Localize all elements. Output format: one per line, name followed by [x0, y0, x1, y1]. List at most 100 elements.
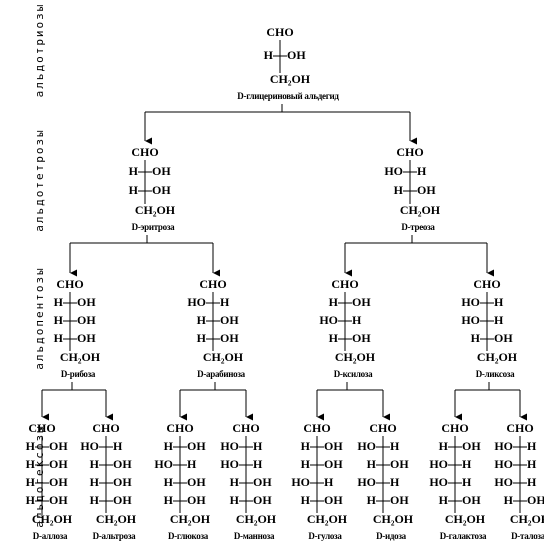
substituent-right: OH — [494, 331, 513, 345]
connector — [455, 382, 520, 391]
substituent-left: HO — [220, 439, 239, 453]
connector — [70, 235, 213, 244]
substituent-right: H — [494, 313, 504, 327]
substituent-left: H — [26, 439, 36, 453]
substituent-right: H — [462, 475, 472, 489]
level-label: альдогексозы — [33, 424, 46, 527]
substituent-right: H — [390, 439, 400, 453]
level-label: альдотетрозы — [33, 128, 46, 231]
substituent-left: H — [197, 331, 207, 345]
formula-bottom: CH₂OH — [373, 512, 414, 526]
substituent-left: H — [367, 457, 377, 471]
formula-top: CHO — [199, 277, 226, 291]
substituent-right: H — [253, 457, 263, 471]
connector — [180, 382, 246, 391]
formula-bottom: CH₂OH — [307, 512, 348, 526]
formula-top: CHO — [92, 421, 119, 435]
substituent-left: HO — [461, 313, 480, 327]
substituent-left: HO — [319, 313, 338, 327]
substituent-left: H — [367, 493, 377, 507]
substituent-left: H — [54, 331, 64, 345]
formula-top: CHO — [331, 277, 358, 291]
substituent-right: OH — [187, 439, 206, 453]
formula-bottom: CH₂OH — [203, 350, 244, 364]
substituent-left: H — [301, 493, 311, 507]
substituent-right: H — [494, 295, 504, 309]
substituent-right: H — [187, 457, 197, 471]
substituent-left: H — [54, 313, 64, 327]
formula-bottom: CH₂OH — [32, 512, 73, 526]
formula-bottom: CH₂OH — [96, 512, 137, 526]
substituent-right: OH — [324, 439, 343, 453]
substituent-right: H — [462, 457, 472, 471]
substituent-right: OH — [187, 493, 206, 507]
formula-bottom: CH₂OH — [60, 350, 101, 364]
substituent-left: HO — [357, 439, 376, 453]
formula-top: CHO — [369, 421, 396, 435]
formula-bottom: CH₂OH — [270, 72, 311, 86]
substituent-left: H — [164, 475, 174, 489]
substituent-right: OH — [253, 493, 272, 507]
substituent-right: OH — [113, 475, 132, 489]
substituent-right: OH — [49, 439, 68, 453]
formula-bottom: CH₂OH — [477, 350, 518, 364]
formula-top: CHO — [266, 25, 293, 39]
sugar-name: D-галактоза — [440, 531, 487, 541]
substituent-left: H — [230, 493, 240, 507]
sugar-name: D-ликсоза — [476, 369, 515, 379]
formula-bottom: CH₂OH — [236, 512, 277, 526]
sugar-name: D-ксилоза — [334, 369, 373, 379]
substituent-left: H — [90, 475, 100, 489]
substituent-right: H — [527, 439, 537, 453]
substituent-right: OH — [417, 183, 436, 197]
sugar-name: D-гулоза — [308, 531, 342, 541]
substituent-left: HO — [384, 164, 403, 178]
substituent-right: OH — [77, 313, 96, 327]
substituent-left: HO — [154, 457, 173, 471]
substituent-right: H — [417, 164, 427, 178]
substituent-left: HO — [494, 475, 513, 489]
substituent-right: OH — [152, 183, 171, 197]
substituent-left: H — [504, 493, 514, 507]
substituent-left: HO — [220, 457, 239, 471]
sugar-name: D-эритроза — [132, 222, 176, 232]
formula-bottom: CH₂OH — [400, 203, 441, 217]
substituent-left: H — [129, 183, 139, 197]
substituent-left: H — [54, 295, 64, 309]
substituent-right: OH — [49, 475, 68, 489]
substituent-left: HO — [461, 295, 480, 309]
formula-bottom: CH₂OH — [445, 512, 486, 526]
substituent-left: H — [164, 493, 174, 507]
substituent-left: H — [394, 183, 404, 197]
substituent-left: HO — [429, 457, 448, 471]
substituent-right: OH — [324, 457, 343, 471]
substituent-right: OH — [152, 164, 171, 178]
substituent-left: H — [329, 331, 339, 345]
substituent-right: OH — [49, 493, 68, 507]
substituent-right: OH — [390, 493, 409, 507]
level-label: альдотриозы — [33, 3, 46, 98]
substituent-right: OH — [220, 313, 239, 327]
substituent-left: H — [264, 48, 274, 62]
formula-bottom: CH₂OH — [335, 350, 376, 364]
substituent-right: H — [527, 475, 537, 489]
substituent-right: OH — [77, 331, 96, 345]
substituent-left: HO — [187, 295, 206, 309]
substituent-left: H — [26, 493, 36, 507]
substituent-left: HO — [429, 475, 448, 489]
substituent-right: H — [324, 475, 334, 489]
substituent-left: H — [439, 439, 449, 453]
substituent-right: H — [390, 475, 400, 489]
formula-top: CHO — [131, 145, 158, 159]
substituent-right: OH — [462, 439, 481, 453]
substituent-right: OH — [253, 475, 272, 489]
sugar-name: D-манноза — [234, 531, 275, 541]
substituent-left: HO — [291, 475, 310, 489]
substituent-right: OH — [220, 331, 239, 345]
substituent-left: H — [129, 164, 139, 178]
formula-top: CHO — [232, 421, 259, 435]
formula-top: CHO — [166, 421, 193, 435]
sugar-name: D-арабиноза — [197, 369, 245, 379]
substituent-right: H — [527, 457, 537, 471]
